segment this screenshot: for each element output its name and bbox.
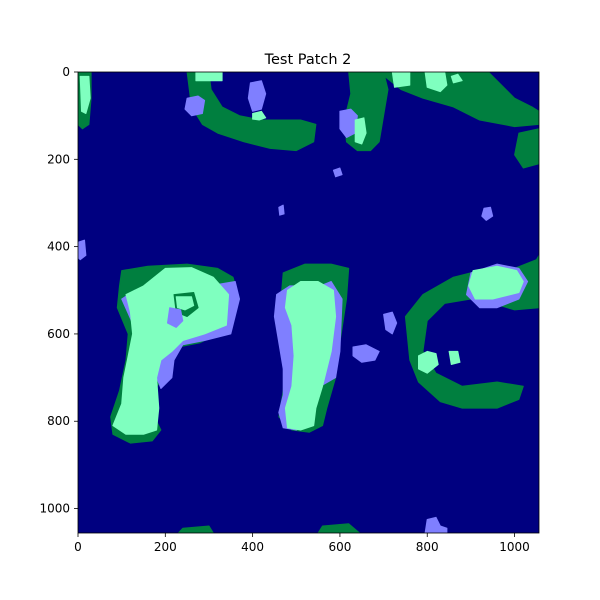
heatmap-region-class-2 (252, 110, 267, 121)
heatmap-region-class-1 (186, 72, 317, 152)
heatmap-region-class-1 (317, 523, 361, 533)
heatmap-region-class-3 (332, 167, 343, 178)
heatmap-region-class-2 (354, 117, 367, 145)
y-tick-label: 800 (47, 414, 70, 428)
heatmap-region-class-1 (514, 128, 539, 169)
x-tick-label: 800 (416, 540, 439, 554)
x-tick-label: 0 (74, 540, 82, 554)
heatmap-region-class-1 (177, 525, 214, 533)
heatmap-region-class-2 (175, 296, 195, 311)
heatmap-region-class-3 (352, 344, 380, 363)
x-tick-label: 200 (154, 540, 177, 554)
heatmap-region-class-2 (284, 281, 337, 431)
heatmap-region-class-2 (424, 72, 448, 93)
heatmap-region-class-3 (383, 311, 398, 335)
heatmap-region-class-2 (418, 350, 439, 374)
heatmap-region-class-3 (247, 80, 267, 112)
heatmap-region-class-3 (167, 307, 184, 328)
heatmap-region-class-2 (448, 350, 461, 365)
heatmap-region-class-2 (468, 265, 524, 300)
x-tick-label: 400 (241, 540, 264, 554)
heatmap-region-class-3 (78, 239, 87, 261)
heatmap-region-class-3 (184, 95, 206, 117)
axes-frame (77, 71, 540, 534)
y-tick-label: 1000 (39, 502, 70, 516)
x-tick-label: 1000 (499, 540, 530, 554)
y-tick-label: 0 (62, 65, 70, 79)
y-tick-label: 600 (47, 327, 70, 341)
chart-title: Test Patch 2 (264, 52, 352, 68)
heatmap-region-class-3 (278, 204, 285, 216)
heatmap-region-class-2 (450, 73, 463, 84)
heatmap-region-class-3 (481, 206, 494, 221)
x-tick-label: 600 (328, 540, 351, 554)
y-tick-label: 200 (47, 152, 70, 166)
y-tick-label: 400 (47, 240, 70, 254)
axes: 0 200 400 600 800 1000 0 200 400 600 800 1000 (39, 65, 540, 554)
plot-area (78, 72, 539, 533)
heatmap-region-class-2 (112, 267, 230, 435)
heatmap-region-class-3 (424, 516, 448, 533)
heatmap-region-class-1 (378, 72, 539, 128)
heatmap-region-class-2 (391, 72, 411, 88)
heatmap-region-class-2 (79, 75, 91, 114)
heatmap-region-class-2 (195, 72, 223, 82)
